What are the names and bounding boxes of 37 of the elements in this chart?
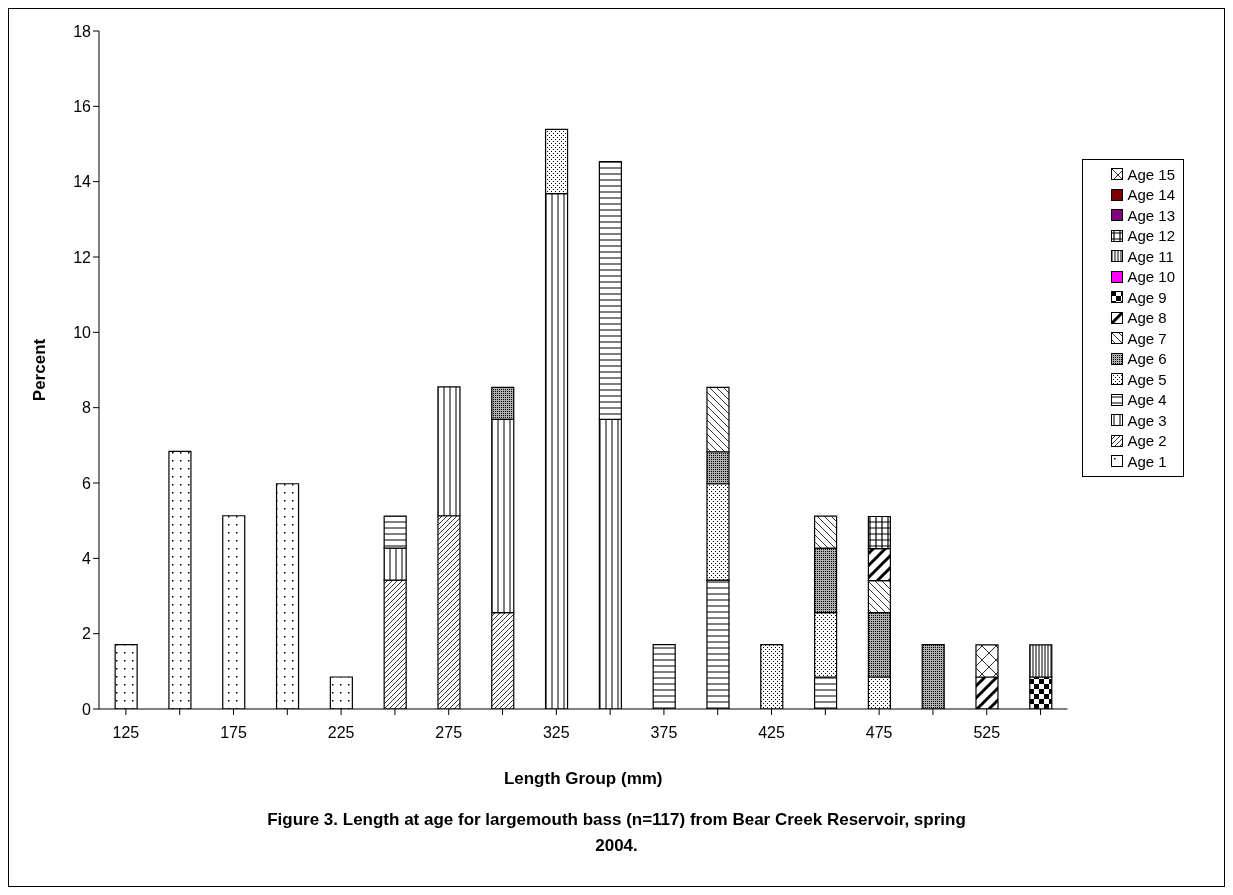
y-tick-label: 4 — [82, 550, 92, 568]
x-tick-label: 525 — [973, 724, 1001, 742]
legend-label: Age 5 — [1127, 370, 1167, 388]
y-tick-label: 8 — [82, 399, 92, 417]
legend-label: Age 9 — [1127, 288, 1167, 306]
y-tick-label: 18 — [73, 22, 92, 40]
x-tick-label: 425 — [758, 724, 785, 742]
y-axis-title: Percent — [30, 338, 50, 402]
x-tick-label: 125 — [112, 724, 140, 742]
y-tick-label: 0 — [82, 700, 92, 718]
x-tick-label: 325 — [542, 724, 570, 742]
legend-label: Age 14 — [1127, 186, 1175, 204]
legend-label: Age 15 — [1127, 165, 1175, 183]
legend-label: Age 10 — [1127, 268, 1175, 286]
y-tick-label: 16 — [73, 98, 92, 116]
legend-label: Age 8 — [1127, 309, 1167, 327]
legend-label: Age 6 — [1127, 350, 1167, 368]
y-tick-label: 14 — [73, 173, 92, 191]
y-tick-label: 10 — [73, 324, 92, 342]
y-tick-label: 2 — [82, 625, 92, 643]
legend-label: Age 2 — [1127, 432, 1167, 450]
legend-label: Age 3 — [1127, 411, 1167, 429]
legend-label: Age 7 — [1127, 329, 1167, 347]
x-axis-title: Length Group (mm) — [503, 769, 663, 788]
legend-label: Age 13 — [1127, 206, 1175, 224]
x-tick-label: 175 — [220, 724, 247, 742]
text: Figure 3. Length at age for largemouth bass (n=117) from Bear Creek Reservoir, spring 2004. — [266, 809, 967, 857]
legend-label: Age 4 — [1127, 391, 1167, 409]
x-tick-label: 275 — [435, 724, 463, 742]
legend-label: Age 12 — [1127, 227, 1175, 245]
x-tick-label: 475 — [865, 724, 893, 742]
x-tick-label: 375 — [650, 724, 678, 742]
legend-label: Age 11 — [1127, 247, 1174, 265]
x-tick-label: 225 — [327, 724, 355, 742]
legend-label: Age 1 — [1127, 452, 1167, 470]
y-tick-label: 12 — [73, 248, 92, 266]
y-tick-label: 6 — [82, 474, 92, 492]
